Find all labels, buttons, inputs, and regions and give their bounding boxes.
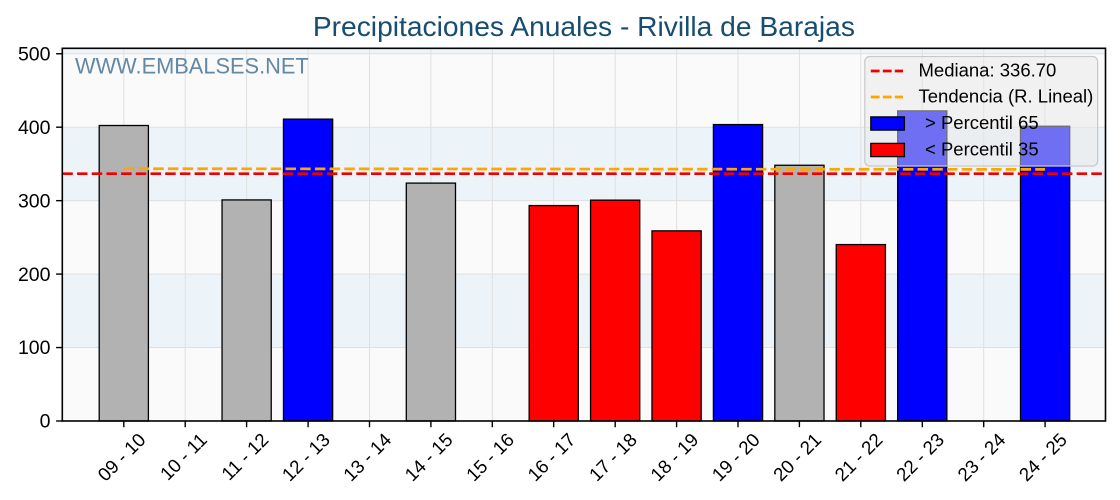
svg-text:Precipitaciones Anuales - Rivi: Precipitaciones Anuales - Rivilla de Bar… xyxy=(313,10,855,42)
svg-text:WWW.EMBALSES.NET: WWW.EMBALSES.NET xyxy=(75,54,309,79)
svg-text:300: 300 xyxy=(18,190,51,212)
svg-text:< Percentil 35: < Percentil 35 xyxy=(925,139,1039,160)
svg-text:200: 200 xyxy=(18,264,51,286)
svg-text:400: 400 xyxy=(18,117,51,139)
svg-text:Tendencia (R. Lineal): Tendencia (R. Lineal) xyxy=(919,86,1094,107)
svg-text:100: 100 xyxy=(18,337,51,359)
svg-text:0: 0 xyxy=(40,411,51,433)
svg-text:500: 500 xyxy=(18,44,51,66)
svg-text:Mediana: 336.70: Mediana: 336.70 xyxy=(919,60,1057,81)
svg-text:> Percentil 65: > Percentil 65 xyxy=(925,112,1039,133)
